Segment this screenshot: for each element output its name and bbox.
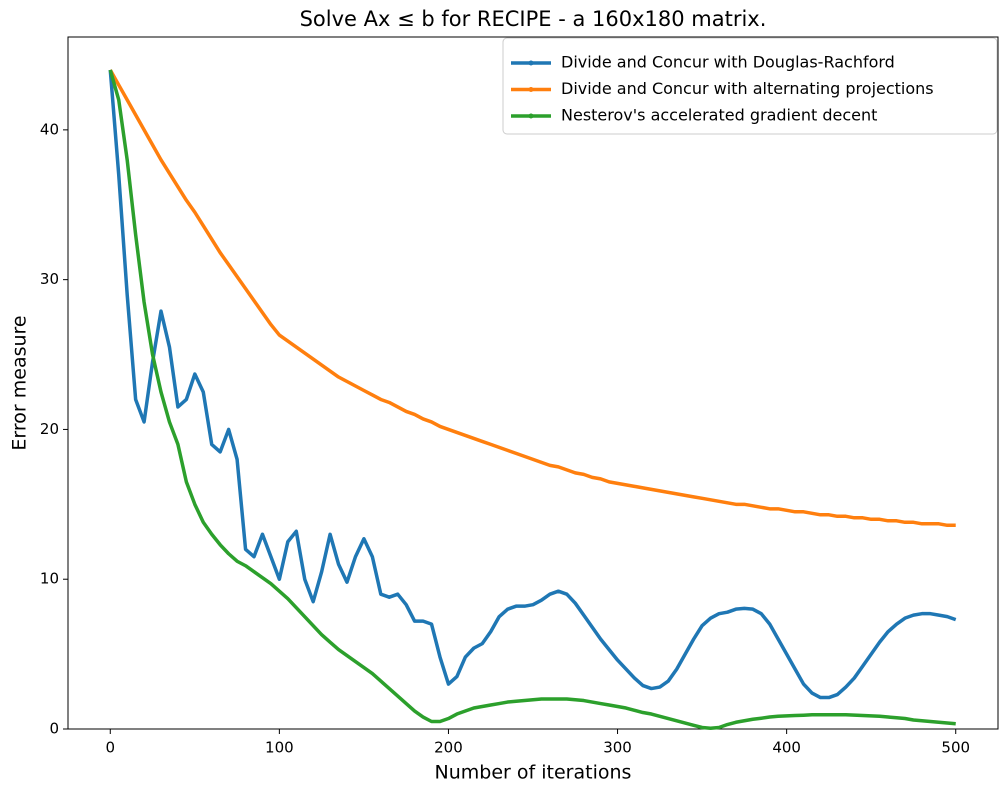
series-line xyxy=(108,69,956,528)
y-axis-label: Error measure xyxy=(9,315,31,450)
legend-box xyxy=(502,37,998,135)
x-tick-label: 400 xyxy=(772,739,801,757)
y-tick-label: 10 xyxy=(40,570,59,588)
x-tick-label: 100 xyxy=(265,739,294,757)
legend-label: Divide and Concur with Douglas-Rachford xyxy=(561,53,895,72)
series-line xyxy=(108,69,957,700)
x-tick-label: 300 xyxy=(603,739,632,757)
x-tick-label: 500 xyxy=(941,739,970,757)
legend-marker xyxy=(528,87,534,92)
x-tick-label: 200 xyxy=(434,739,463,757)
legend-label: Divide and Concur with alternating proje… xyxy=(561,79,934,98)
plot-area xyxy=(67,36,999,730)
x-tick-label: 0 xyxy=(105,739,115,757)
y-tick-label: 30 xyxy=(40,270,59,288)
chart-title: Solve Ax ≤ b for RECIPE - a 160x180 matr… xyxy=(300,7,767,31)
x-axis-label: Number of iterations xyxy=(435,762,632,784)
legend-marker xyxy=(528,60,534,66)
legend-marker xyxy=(528,113,534,119)
series-line xyxy=(108,69,956,730)
y-tick-label: 40 xyxy=(40,120,59,138)
y-tick-label: 20 xyxy=(40,420,59,438)
y-tick-label: 0 xyxy=(49,720,59,738)
legend-label: Nesterov's accelerated gradient decent xyxy=(561,106,877,125)
